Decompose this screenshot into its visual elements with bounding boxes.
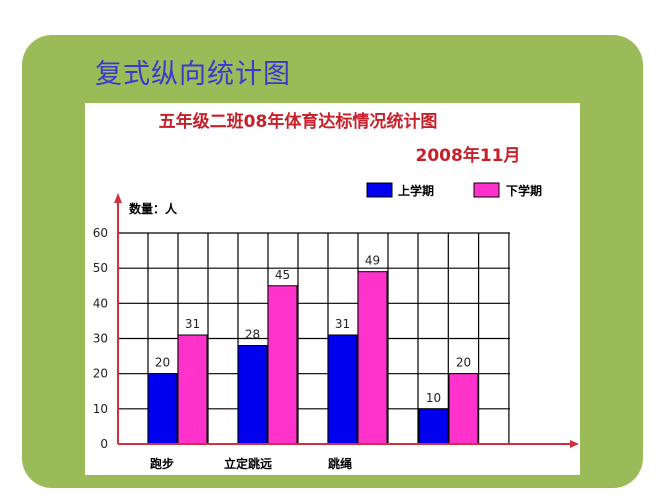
y-tick-label: 50 <box>93 261 108 275</box>
x-category-label: 立定跳远 <box>224 456 272 471</box>
y-axis-arrow-icon <box>114 193 122 203</box>
legend-swatch-series2 <box>473 182 500 198</box>
data-label: 10 <box>426 391 441 405</box>
data-label: 49 <box>365 254 380 268</box>
bar-2 <box>357 271 388 445</box>
y-tick-label: 60 <box>93 226 108 240</box>
data-label: 20 <box>456 356 471 370</box>
data-label: 31 <box>185 317 200 331</box>
legend-label-series1: 上学期 <box>398 183 434 198</box>
x-axis-arrow-icon <box>570 440 579 448</box>
legend: 上学期 下学期 <box>366 182 542 198</box>
y-tick-label: 0 <box>100 437 108 451</box>
x-category-label: 跑步 <box>150 456 174 471</box>
bar-2 <box>448 373 479 445</box>
axes <box>114 193 579 448</box>
y-tick-label: 10 <box>93 402 108 416</box>
data-label: 20 <box>155 356 170 370</box>
y-ticks: 0 10 20 30 40 50 60 <box>93 226 108 451</box>
data-label: 31 <box>335 317 350 331</box>
chart-subtitle: 2008年11月 <box>416 145 521 166</box>
y-axis-label: 数量：人 <box>129 201 178 216</box>
bar-1 <box>147 373 178 445</box>
y-tick-label: 40 <box>93 296 108 310</box>
x-labels: 跑步 立定跳远 跳绳 <box>150 456 352 471</box>
legend-swatch-series1 <box>366 182 393 198</box>
chart-title: 五年级二班08年体育达标情况统计图 <box>159 111 438 132</box>
bar-1 <box>327 334 358 445</box>
legend-label-series2: 下学期 <box>506 183 542 198</box>
data-label: 28 <box>245 328 260 342</box>
bar-2 <box>267 285 298 445</box>
y-tick-label: 20 <box>93 367 108 381</box>
y-tick-label: 30 <box>93 332 108 346</box>
data-label: 45 <box>275 268 290 282</box>
x-category-label: 跳绳 <box>328 456 352 471</box>
bar-1 <box>237 345 268 445</box>
bar-1 <box>418 408 449 445</box>
bars: 20 28 31 10 31 45 49 20 <box>147 254 479 445</box>
bar-2 <box>177 334 208 445</box>
slide-title: 复式纵向统计图 <box>95 59 291 90</box>
